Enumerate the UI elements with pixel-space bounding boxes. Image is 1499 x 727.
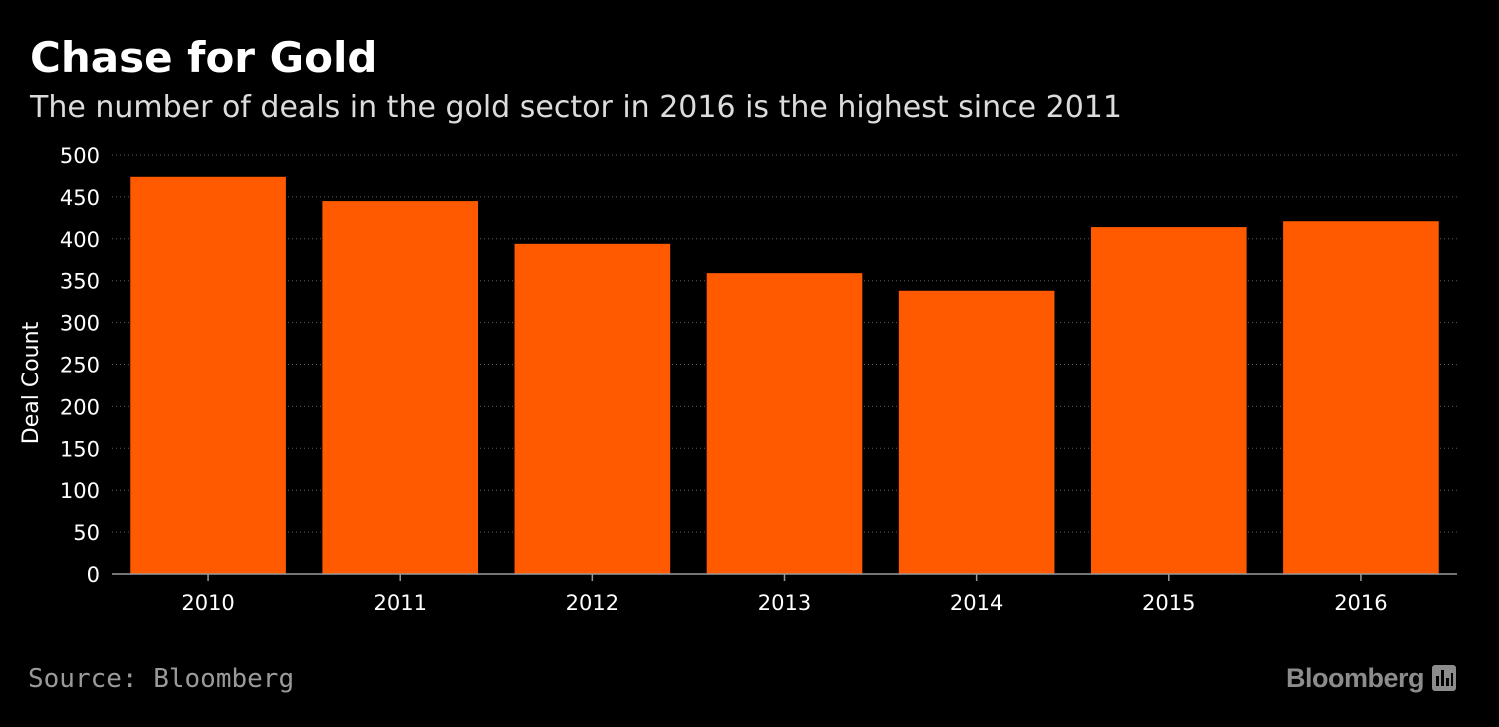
y-tick-labels: 0 50 100 150 200 250 300 350 400 450 500 (60, 144, 100, 587)
x-tick-label: 2015 (1142, 591, 1195, 615)
x-tick-label: 2012 (566, 591, 619, 615)
bar-2015 (1090, 227, 1247, 574)
x-tick-label: 2011 (373, 591, 426, 615)
x-tick-labels: 2010 2011 2012 2013 2014 2015 2016 (181, 574, 1388, 615)
x-tick-label: 2010 (181, 591, 234, 615)
logo-text: Bloomberg (1286, 662, 1425, 693)
chart-title: Chase for Gold (30, 33, 378, 82)
bloomberg-terminal-icon (1432, 665, 1457, 691)
bar-2014 (898, 290, 1055, 574)
bar-2011 (322, 201, 479, 574)
y-axis-label: Deal Count (19, 321, 44, 444)
bar-2013 (706, 273, 863, 574)
y-tick-label: 400 (60, 228, 100, 252)
y-tick-label: 350 (60, 270, 100, 294)
bar-2010 (130, 176, 286, 574)
y-tick-label: 500 (60, 144, 100, 168)
y-tick-label: 300 (60, 312, 100, 336)
bars (130, 176, 1439, 574)
chart-subtitle: The number of deals in the gold sector i… (30, 90, 1122, 125)
y-tick-label: 200 (60, 395, 100, 419)
y-tick-label: 450 (60, 186, 100, 210)
bar-2012 (514, 243, 671, 574)
y-tick-label: 50 (73, 521, 100, 545)
x-tick-label: 2016 (1334, 591, 1387, 615)
bloomberg-logo: Bloomberg (1286, 660, 1457, 696)
x-tick-label: 2013 (758, 591, 811, 615)
source-note: Source: Bloomberg (28, 664, 295, 694)
y-tick-label: 150 (60, 437, 100, 461)
y-tick-label: 100 (60, 479, 100, 503)
y-tick-label: 250 (60, 354, 100, 378)
y-tick-label: 0 (87, 563, 100, 587)
bar-2016 (1283, 221, 1439, 574)
x-tick-label: 2014 (950, 591, 1003, 615)
